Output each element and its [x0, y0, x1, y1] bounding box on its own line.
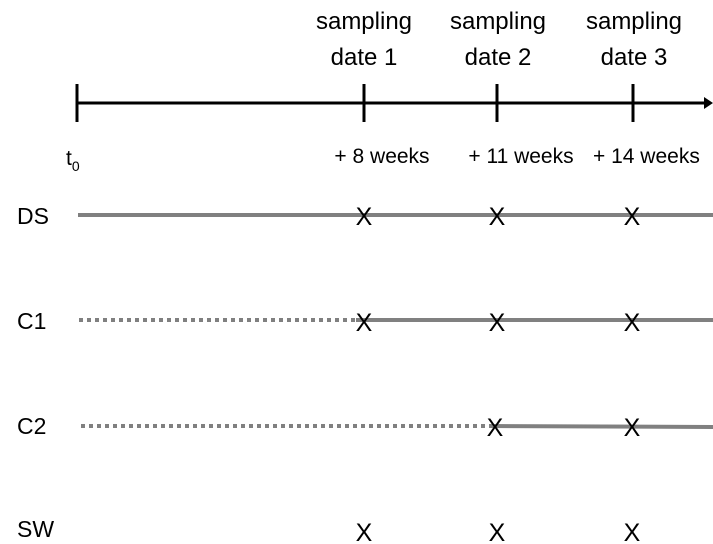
- row-c1-mark-1: X: [356, 309, 373, 337]
- row-label-sw: SW: [17, 516, 54, 542]
- row-label-c2: C2: [17, 413, 46, 439]
- row-ds: DS X X X: [17, 203, 713, 231]
- sampling-date-3-line1: sampling: [586, 8, 682, 35]
- offset-label-1: + 8 weeks: [334, 145, 429, 168]
- sampling-date-1-line1: sampling: [316, 8, 412, 35]
- row-sw-mark-3: X: [624, 519, 641, 544]
- sampling-date-headers: sampling date 1 sampling date 2 sampling…: [316, 8, 682, 71]
- sampling-date-2-line2: date 2: [465, 44, 532, 71]
- row-c1-mark-2: X: [489, 309, 506, 337]
- row-ds-mark-3: X: [624, 203, 641, 231]
- row-c1: C1 X X X: [17, 308, 713, 337]
- row-sw-mark-1: X: [356, 519, 373, 544]
- row-label-c1: C1: [17, 308, 46, 334]
- row-label-ds: DS: [17, 203, 49, 229]
- timeline-arrow-head: [704, 97, 713, 109]
- sampling-date-2-line1: sampling: [450, 8, 546, 35]
- t0-letter: t: [66, 147, 72, 170]
- t0-label: t0: [66, 147, 80, 174]
- t0-subscript: 0: [72, 158, 80, 174]
- row-sw-mark-2: X: [489, 519, 506, 544]
- offset-label-3: + 14 weeks: [593, 145, 700, 168]
- row-c2: C2 X X: [17, 413, 713, 442]
- row-ds-mark-1: X: [356, 203, 373, 231]
- row-c2-mark-1: X: [487, 414, 504, 442]
- sampling-date-3-line2: date 3: [601, 44, 668, 71]
- offset-label-2: + 11 weeks: [468, 145, 573, 168]
- time-offset-labels: t0 + 8 weeks + 11 weeks + 14 weeks: [66, 145, 700, 174]
- row-c1-mark-3: X: [624, 309, 641, 337]
- timeline-axis: [75, 84, 713, 122]
- row-c2-solid-line: [488, 424, 713, 429]
- row-c2-mark-2: X: [624, 414, 641, 442]
- sampling-date-1-line2: date 1: [331, 44, 398, 71]
- row-ds-mark-2: X: [489, 203, 506, 231]
- row-sw: SW X X X: [17, 516, 641, 544]
